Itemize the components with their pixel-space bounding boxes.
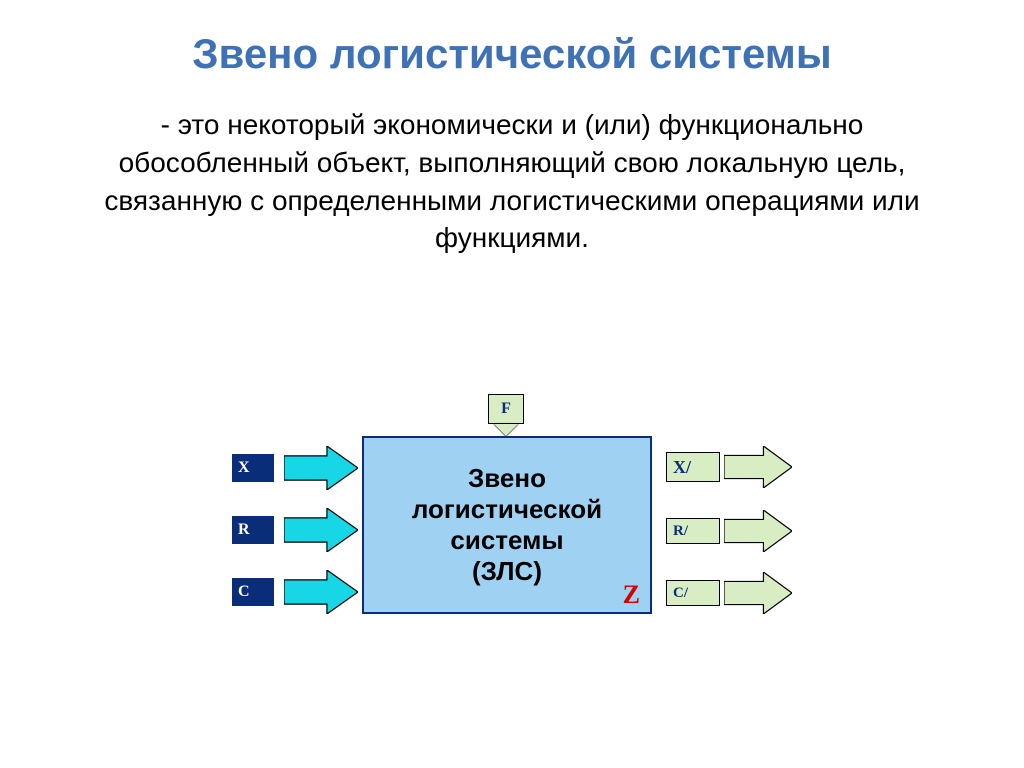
z-label: Z: [623, 580, 640, 610]
left-input-arrow-x-icon: [284, 446, 358, 490]
right-output-label-r: R/: [673, 523, 688, 540]
right-output-arrow-x-icon: [724, 446, 792, 488]
main-box-line-4: (ЗЛС): [472, 556, 542, 587]
left-input-arrow-r-icon: [284, 508, 358, 552]
diagram-area: F Звено логистической системы (ЗЛС) Z X …: [0, 390, 1024, 710]
left-input-label-c: C: [238, 583, 250, 601]
left-input-label-r: R: [238, 521, 250, 539]
right-output-box-x: X/: [666, 452, 720, 482]
left-input-box-c: C: [232, 578, 274, 606]
main-box: Звено логистической системы (ЗЛС) Z: [362, 436, 652, 614]
slide-description: - это некоторый экономически и (или) фун…: [102, 106, 922, 257]
right-output-arrow-r-icon: [724, 510, 792, 552]
right-output-box-c: C/: [666, 580, 720, 606]
right-output-box-r: R/: [666, 518, 720, 544]
top-input-f-box: F: [488, 394, 524, 424]
left-input-arrow-c-icon: [284, 570, 358, 614]
main-box-line-3: системы: [450, 525, 563, 556]
right-output-label-c: C/: [673, 585, 688, 602]
top-input-f-arrowhead-icon: [494, 424, 518, 436]
left-input-label-x: X: [238, 459, 250, 477]
top-input-f-label: F: [501, 400, 511, 418]
left-input-box-x: X: [232, 454, 274, 482]
main-box-line-1: Звено: [468, 463, 546, 494]
main-box-line-2: логистической: [412, 494, 602, 525]
slide-title: Звено логистической системы: [0, 0, 1024, 78]
right-output-label-x: X/: [673, 457, 691, 478]
left-input-box-r: R: [232, 516, 274, 544]
right-output-arrow-c-icon: [724, 572, 792, 614]
